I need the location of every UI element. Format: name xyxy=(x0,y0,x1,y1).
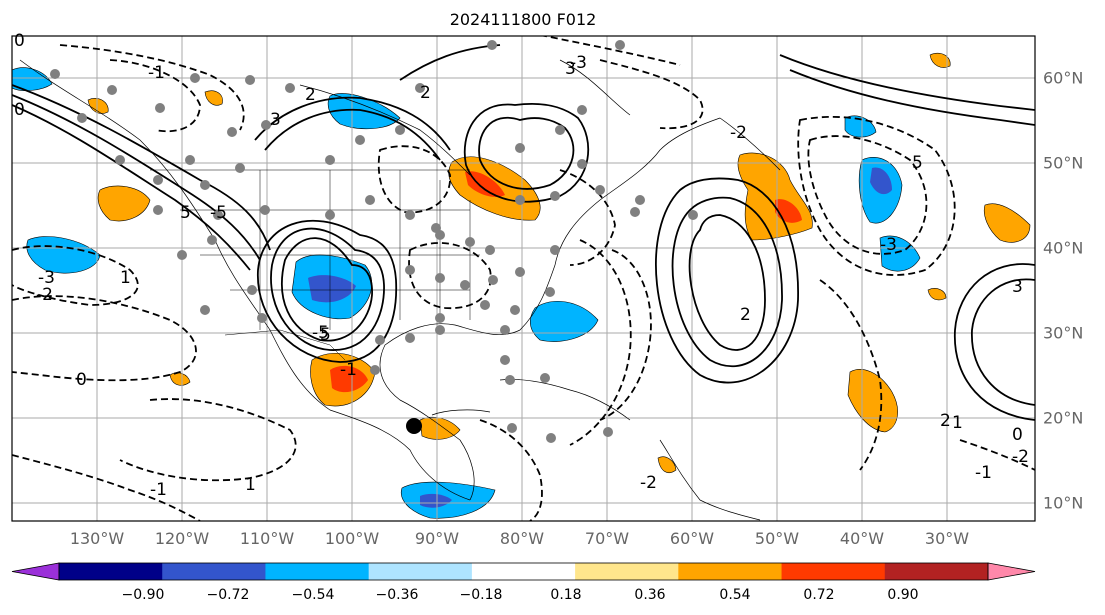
contour-label: -1 xyxy=(975,463,992,483)
shade-orange-sm5 xyxy=(929,52,951,68)
colorbar-tick: 0.90 xyxy=(887,587,919,603)
lon-label: 30°W xyxy=(924,529,970,548)
contour-label: -1 xyxy=(150,480,167,500)
coastlines xyxy=(19,59,781,521)
shade-orange-pacific xyxy=(97,185,151,222)
contour-label: 0 xyxy=(14,100,25,120)
colorbar-segment xyxy=(59,563,163,580)
lat-label: 60°N xyxy=(1043,68,1084,88)
shade-orange-sm2 xyxy=(657,456,677,473)
colorbar-segment xyxy=(575,563,679,580)
colorbar-segment xyxy=(162,563,266,580)
shade-orange-sm4 xyxy=(204,90,223,106)
lat-label: 50°N xyxy=(1043,153,1084,173)
contour-label: -5 xyxy=(312,323,329,343)
graticule xyxy=(12,36,1035,521)
solid-contours xyxy=(12,44,1035,421)
map-frame xyxy=(11,35,1036,522)
shade-orange-east xyxy=(983,203,1031,243)
shade-blue-gulf xyxy=(530,301,599,342)
tropical-cyclone-marker xyxy=(406,418,422,434)
colorbar xyxy=(11,562,1036,581)
contour-label: -2 xyxy=(640,473,657,493)
lat-label: 10°N xyxy=(1043,493,1084,513)
map-title: 2024111800 F012 xyxy=(449,10,597,29)
lon-label: 110°W xyxy=(239,529,295,548)
contour-label: 5 xyxy=(180,203,191,223)
negative-shading-strong xyxy=(308,167,892,508)
station-markers xyxy=(50,40,698,443)
lon-label: 90°W xyxy=(414,529,460,548)
contour-label: 0 xyxy=(76,370,87,390)
colorbar-tick: −0.90 xyxy=(121,587,165,603)
map-plot-area xyxy=(12,36,1035,521)
contour-label: -1 xyxy=(340,360,357,380)
lon-label: 100°W xyxy=(324,529,380,548)
lat-label: 20°N xyxy=(1043,408,1084,428)
shade-orange-yuc xyxy=(419,417,461,440)
shade-blue-north-pacific xyxy=(12,67,53,91)
contour-label: -3 xyxy=(38,268,55,288)
lat-label: 30°N xyxy=(1043,323,1084,343)
contour-label: -2 xyxy=(36,285,53,305)
colorbar-segment xyxy=(471,563,576,580)
lon-label: 120°W xyxy=(154,529,210,548)
contour-label: 2 xyxy=(740,305,751,325)
colorbar-segment xyxy=(368,563,473,580)
colorbar-tick: 0.18 xyxy=(550,587,582,603)
contour-label: -2 xyxy=(730,123,747,143)
colorbar-extend-low xyxy=(11,562,60,581)
contour-label: -1 xyxy=(148,63,165,83)
dashed-contours xyxy=(12,36,1035,521)
lon-label: 60°W xyxy=(669,529,715,548)
contour-label: 5 xyxy=(912,153,923,173)
colorbar-segment xyxy=(781,563,886,580)
contour-label: 2 xyxy=(940,411,951,431)
contour-label: -3 xyxy=(880,235,897,255)
contour-label: 0 xyxy=(14,31,25,51)
colorbar-tick: −0.54 xyxy=(291,587,335,603)
contour-label: 5 xyxy=(320,325,331,345)
colorbar-tick: −0.72 xyxy=(206,587,250,603)
contour-label: 1 xyxy=(245,475,256,495)
contour-label: 3 xyxy=(1012,277,1023,297)
colorbar-tick: 0.36 xyxy=(634,587,666,603)
colorbar-tick: −0.36 xyxy=(375,587,419,603)
contour-label: 2 xyxy=(420,83,431,103)
contour-label: 1 xyxy=(120,268,131,288)
colorbar-tick: 0.72 xyxy=(803,587,835,603)
colorbar-segment xyxy=(884,563,989,580)
lon-label: 40°W xyxy=(839,529,885,548)
lon-label: 50°W xyxy=(754,529,800,548)
contour-label: 0 xyxy=(1012,425,1023,445)
lat-label: 40°N xyxy=(1043,238,1084,258)
lon-label: 80°W xyxy=(499,529,545,548)
borders xyxy=(150,169,480,361)
contour-label: 2 xyxy=(305,85,316,105)
lon-label: 70°W xyxy=(584,529,630,548)
colorbar-tick: 0.54 xyxy=(719,587,751,603)
positive-shading-strong xyxy=(330,171,802,393)
contour-label: -5 xyxy=(210,203,227,223)
contour-label: -2 xyxy=(1012,447,1029,467)
colorbar-extend-high xyxy=(987,562,1036,581)
contour-label: 3 xyxy=(565,59,576,79)
contour-label: 3 xyxy=(270,110,281,130)
shade-orange-sm3 xyxy=(927,288,947,301)
colorbar-segment xyxy=(265,563,370,580)
colorbar-tick: −0.18 xyxy=(459,587,503,603)
contour-label: 1 xyxy=(952,413,963,433)
contour-label: -3 xyxy=(570,53,587,73)
colorbar-segment xyxy=(678,563,783,580)
lon-label: 130°W xyxy=(69,529,125,548)
shade-orange-trop xyxy=(847,369,898,433)
colorbar-frame xyxy=(58,562,989,581)
